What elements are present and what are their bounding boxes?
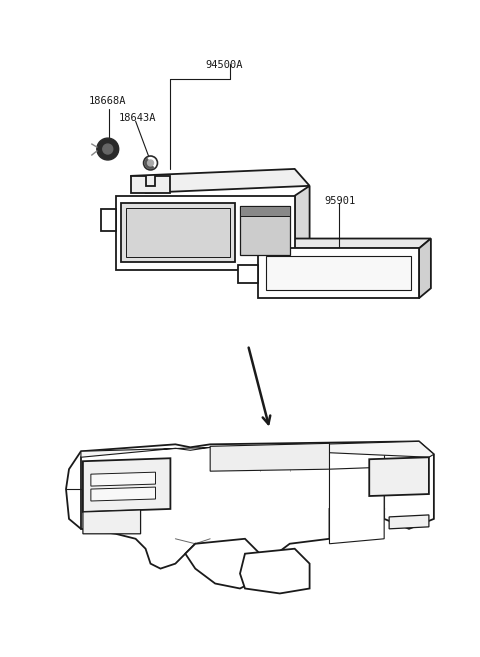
Polygon shape — [369, 457, 429, 496]
Polygon shape — [120, 203, 235, 262]
Text: 18643A: 18643A — [119, 113, 156, 124]
Polygon shape — [295, 186, 310, 270]
Polygon shape — [66, 442, 434, 568]
Polygon shape — [131, 169, 310, 193]
Polygon shape — [91, 472, 156, 486]
Polygon shape — [240, 206, 290, 256]
Polygon shape — [91, 487, 156, 501]
Polygon shape — [101, 209, 116, 231]
Text: 95901: 95901 — [324, 196, 356, 206]
Polygon shape — [83, 510, 141, 533]
Polygon shape — [258, 248, 419, 298]
Polygon shape — [329, 467, 384, 544]
Polygon shape — [81, 442, 434, 457]
Polygon shape — [131, 176, 170, 193]
Text: 94500A: 94500A — [205, 60, 243, 70]
Circle shape — [147, 160, 154, 166]
Polygon shape — [389, 515, 429, 529]
Polygon shape — [266, 256, 411, 290]
Polygon shape — [240, 206, 290, 215]
Polygon shape — [240, 549, 310, 593]
Polygon shape — [144, 158, 154, 169]
Polygon shape — [419, 238, 431, 298]
Polygon shape — [116, 196, 295, 270]
Polygon shape — [258, 238, 431, 248]
Polygon shape — [83, 458, 170, 512]
Polygon shape — [210, 443, 329, 471]
Polygon shape — [185, 539, 260, 589]
Circle shape — [144, 156, 157, 170]
Polygon shape — [238, 265, 258, 283]
Text: 18668A: 18668A — [89, 97, 126, 106]
Polygon shape — [126, 208, 230, 258]
Circle shape — [97, 138, 119, 160]
Circle shape — [103, 144, 113, 154]
